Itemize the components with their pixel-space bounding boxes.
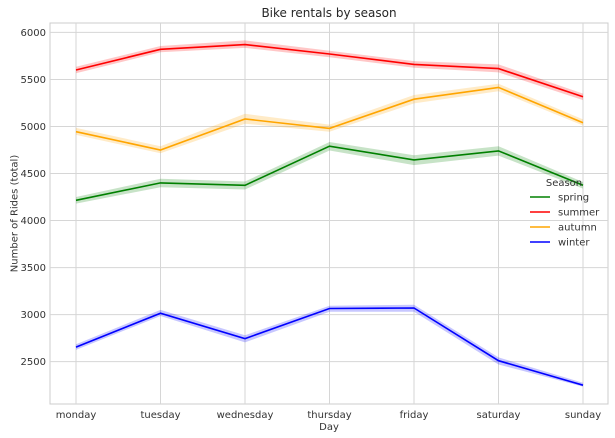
legend-title: Season xyxy=(546,178,582,189)
legend-label-spring: spring xyxy=(558,193,589,204)
series-line-spring xyxy=(75,145,584,202)
series-line-summer xyxy=(75,43,584,98)
x-tick-label: saturday xyxy=(477,410,521,421)
confidence-band-summer xyxy=(76,40,583,101)
y-tick-label: 2500 xyxy=(21,357,46,368)
x-tick-label: friday xyxy=(400,410,429,421)
confidence-band-spring xyxy=(76,142,583,204)
legend-label-autumn: autumn xyxy=(558,223,597,234)
series-lines xyxy=(75,43,584,386)
legend: Season spring summer autumn winter xyxy=(530,178,600,249)
y-tick-label: 5500 xyxy=(21,75,46,86)
y-tick-label: 6000 xyxy=(21,28,46,39)
x-tick-label: thursday xyxy=(307,410,351,421)
chart-title: Bike rentals by season xyxy=(261,6,396,20)
legend-label-summer: summer xyxy=(558,208,600,219)
x-axis-title: Day xyxy=(319,422,339,433)
legend-items: spring summer autumn winter xyxy=(530,193,600,249)
series-line-autumn xyxy=(75,86,584,151)
x-tick-label: sunday xyxy=(565,410,601,421)
y-axis-title: Number of Rides (total) xyxy=(10,155,21,273)
y-tick-label: 4500 xyxy=(21,169,46,180)
x-tick-label: wednesday xyxy=(217,410,274,421)
x-axis-ticks: monday tuesday wednesday thursday friday satu… xyxy=(56,410,602,421)
x-tick-label: monday xyxy=(56,410,97,421)
series-line-winter xyxy=(75,307,584,386)
y-tick-label: 3000 xyxy=(21,310,46,321)
y-tick-label: 4000 xyxy=(21,216,46,227)
y-axis-ticks: 2500 3000 3500 4000 4500 5000 5500 6000 xyxy=(21,28,46,368)
x-tick-label: tuesday xyxy=(140,410,180,421)
y-tick-label: 5000 xyxy=(21,122,46,133)
confidence-band-autumn xyxy=(76,83,583,154)
legend-label-winter: winter xyxy=(558,238,590,249)
grid-lines xyxy=(50,23,608,404)
y-tick-label: 3500 xyxy=(21,263,46,274)
